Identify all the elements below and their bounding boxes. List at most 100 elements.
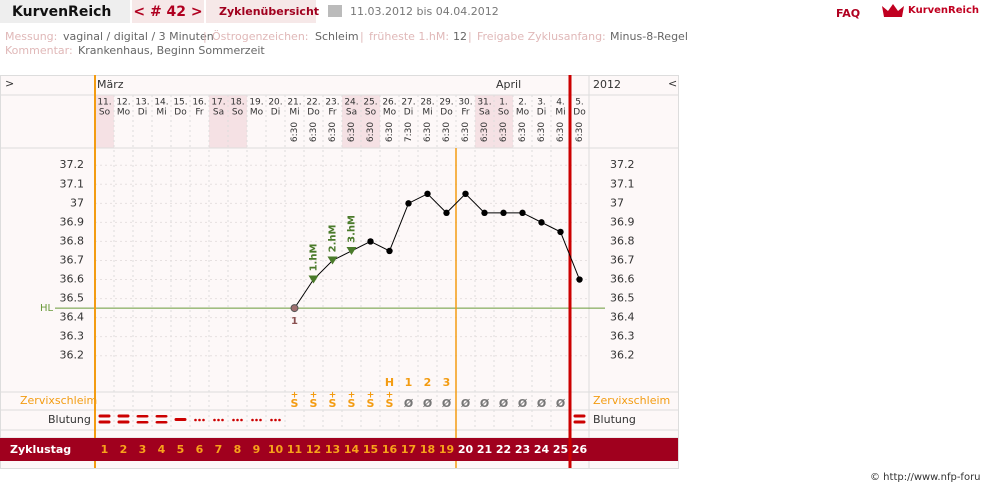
cycle-day: 17 — [401, 443, 416, 456]
bleeding-bar — [117, 414, 130, 418]
mucus-label: Zervixschleim — [20, 394, 97, 407]
logo-icon — [882, 4, 904, 17]
weekday-label: Sa — [479, 108, 490, 118]
period: 11.03.2012 bis 04.04.2012 — [350, 5, 499, 18]
temperature-point — [424, 190, 431, 198]
y-tick-label-right: 37 — [610, 196, 624, 209]
rise-label: 3.hM — [347, 215, 358, 243]
cycle-day: 1 — [101, 443, 109, 456]
day-label: 28. — [420, 98, 434, 108]
bleeding-bar — [117, 420, 130, 424]
temperature-point — [443, 209, 450, 217]
y-tick-label: 37 — [70, 196, 84, 209]
weekday-label: Fr — [461, 108, 470, 118]
temperature-point — [462, 190, 469, 198]
weekday-label: Di — [404, 108, 413, 118]
cycle-day: 23 — [515, 443, 530, 456]
bleeding-dot — [255, 418, 258, 422]
time-label: 7:30 — [404, 122, 414, 142]
day-label: 23. — [325, 98, 339, 108]
overview-box[interactable] — [206, 0, 316, 23]
info-label: Messung: — [5, 30, 57, 43]
weekend-shade — [475, 95, 494, 148]
bleeding-dot — [278, 418, 281, 422]
weekday-label: Mi — [555, 108, 565, 118]
cycle-nav[interactable]: < # 42 > — [133, 4, 202, 20]
cycle-box[interactable] — [132, 0, 204, 23]
weekday-label: Do — [573, 108, 586, 118]
weekend-shade — [228, 95, 247, 148]
weekday-label: Di — [138, 108, 147, 118]
bleeding-mark — [573, 414, 586, 424]
time-label: 6:30 — [556, 122, 566, 142]
temperature-point — [367, 238, 374, 245]
y-tick-label: 37.1 — [60, 177, 85, 190]
weekday-label: So — [365, 108, 377, 118]
info-value: 12 — [453, 30, 467, 43]
weekend-shade — [342, 95, 361, 148]
bleeding-dot — [251, 418, 254, 422]
y-tick-label: 36.8 — [60, 234, 85, 247]
weekday-label: Mo — [117, 108, 131, 118]
cycle-day: 9 — [253, 443, 261, 456]
footer: © http://www.nfp-forum.de — [870, 472, 981, 483]
y-tick-label-right: 37.2 — [610, 158, 635, 171]
day-label: 12. — [116, 98, 130, 108]
bleeding-mark — [232, 418, 243, 422]
peak-label: 1 — [405, 376, 413, 389]
bleeding-dot — [198, 418, 201, 422]
y-tick-label: 37.2 — [60, 158, 85, 171]
cycle-day: 26 — [572, 443, 588, 456]
day-label: 30. — [458, 98, 472, 108]
bleeding-mark — [155, 415, 168, 424]
bleeding-bar — [573, 420, 586, 424]
cycle-day: 2 — [120, 443, 128, 456]
day-label: 26. — [382, 98, 396, 108]
day-label: 16. — [192, 98, 206, 108]
mucus-sign: Ø — [556, 397, 566, 410]
weekday-label: Mo — [250, 108, 264, 118]
y-tick-label-right: 36.6 — [610, 273, 635, 286]
weekday-label: Fr — [328, 108, 337, 118]
print-icon[interactable] — [328, 5, 342, 17]
day-label: 20. — [268, 98, 282, 108]
bleeding-dot — [202, 418, 205, 422]
info-label: früheste 1.hM: — [369, 30, 449, 43]
bleeding-mark — [194, 418, 205, 422]
cycle-day: 6 — [196, 443, 204, 456]
cycle-day: 14 — [344, 443, 360, 456]
weekday-label: So — [99, 108, 111, 118]
y-tick-label-right: 36.5 — [610, 292, 635, 305]
info-value: Schleim — [315, 30, 359, 43]
weekend-shade — [361, 95, 380, 148]
mucus-sign: Ø — [461, 397, 471, 410]
y-tick-label: 36.3 — [60, 330, 85, 343]
temperature-point — [405, 200, 412, 207]
day-label: 1. — [499, 98, 508, 108]
cycle-day: 8 — [234, 443, 242, 456]
weekday-label: Mi — [422, 108, 432, 118]
overview-link[interactable]: Zyklenübersicht — [219, 5, 319, 18]
rise-marker — [327, 256, 338, 265]
weekday-label: Sa — [346, 108, 357, 118]
bleeding-dot — [232, 418, 235, 422]
mucus-sign: S — [329, 397, 337, 410]
brand: KurvenReich — [12, 4, 111, 20]
cycle-day: 4 — [158, 443, 166, 456]
separator: | — [360, 30, 364, 43]
mucus-sign: Ø — [423, 397, 433, 410]
weekday-label: Sa — [213, 108, 224, 118]
info-value: Minus-8-Regel — [610, 30, 688, 43]
weekday-label: Mi — [289, 108, 299, 118]
time-label: 6:30 — [480, 122, 490, 142]
bleeding-mark — [213, 418, 224, 422]
bleeding-mark — [98, 414, 111, 424]
temperature-point — [500, 209, 507, 217]
mucus-sign: Ø — [404, 397, 414, 410]
rise-label: 1.hM — [309, 244, 320, 272]
time-label: 6:30 — [461, 122, 471, 142]
mucus-sign: Ø — [442, 397, 452, 410]
mucus-sign: S — [310, 397, 318, 410]
faq-link[interactable]: FAQ — [836, 7, 860, 20]
day-label: 14. — [154, 98, 168, 108]
